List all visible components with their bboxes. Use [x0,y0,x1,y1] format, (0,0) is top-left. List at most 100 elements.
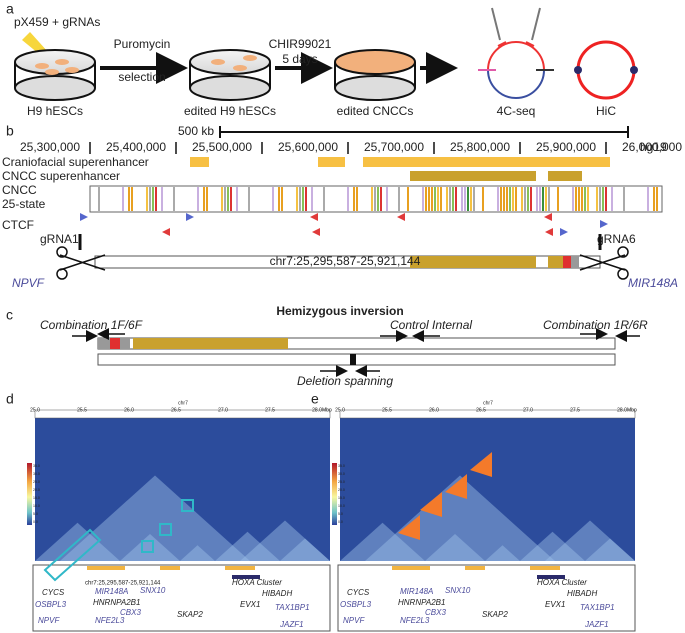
colorbar-tick: 15.0 [338,496,345,500]
state [587,187,589,211]
axis-tick: 27.0 [218,407,228,413]
tad [120,534,180,561]
colorbar-tick: 25.0 [33,480,40,484]
state [440,187,442,211]
region: chr7:25,295,587-25,921,144 [85,581,161,587]
state [482,187,484,211]
gene: MIR148A [95,587,128,596]
gene: SKAP2 [177,610,203,619]
panel-label: b [6,123,14,139]
colorbar [332,463,337,525]
colorbar-tick: 35.0 [33,464,40,468]
tad [585,538,635,561]
tad [280,538,330,561]
axis-frame [339,409,636,419]
hic-icon [574,40,638,100]
state [161,187,163,211]
state [464,187,466,211]
gene: NPVF [343,616,365,625]
tad [60,475,250,561]
deletion-label: Deletion spanning [297,374,393,388]
state [557,187,559,211]
state [527,187,529,211]
state [497,187,499,211]
coord-label: 25,300,000 [20,140,80,154]
state [407,187,409,211]
primer: Combination 1F/6F [40,318,143,332]
gene: SNX10 [140,586,166,595]
gene: MIR148A [628,276,678,290]
coord-label: 25,800,000 [450,140,510,154]
state [446,187,448,211]
axis-tick: 25.5 [77,407,87,413]
gene: SNX10 [445,586,471,595]
state [278,187,280,211]
colorbar-tick: 35.0 [338,464,345,468]
enhancer [87,566,107,570]
enhancer [243,566,255,570]
dish-3 [334,49,416,101]
state [542,187,544,211]
state [272,187,274,211]
assay-label: HiC [596,104,616,118]
state [356,187,358,211]
scissors [56,246,629,280]
state [536,187,538,211]
chromosome [94,255,601,269]
state [431,187,433,211]
state [521,187,523,211]
coord-label: 25,400,000 [106,140,166,154]
gene: OSBPL3 [35,600,67,609]
state [377,187,379,211]
enhancer [105,566,125,570]
state [470,187,472,211]
state [98,187,100,211]
axis-tick: 28.0 [312,407,322,413]
state [146,187,148,211]
enhancer [410,566,430,570]
state [386,187,388,211]
highlight [141,540,154,553]
colorbar-tick: 20.0 [338,488,345,492]
grna-label: gRNA1 [40,232,79,246]
state [206,187,208,211]
state [605,187,607,211]
reagent: pX459 + gRNAs [14,15,100,29]
state [611,187,613,211]
colorbar-tick: 0.0 [338,520,343,524]
track-label: 25-state [2,197,46,211]
deletion-bar [97,353,616,366]
pointer [445,474,467,499]
step: CHIR99021 [269,37,332,51]
state [653,187,655,211]
state [428,187,430,211]
colorbar-tick: 25.0 [338,480,345,484]
tad [365,475,555,561]
gene: HOXA Cluster [537,578,587,587]
gene: CYCS [42,588,65,597]
axis-tick: 25.5 [382,407,392,413]
4c-icon [478,7,554,99]
step: selection [118,70,165,84]
gene: NPVF [12,276,45,290]
gene: SKAP2 [482,610,508,619]
axis-tick: 27.5 [265,407,275,413]
gene: MIR148A [400,587,433,596]
state [656,187,658,211]
state [221,187,223,211]
primer: Combination 1R/6R [543,318,648,332]
step: 5 days [282,52,317,66]
state [572,187,574,211]
state [197,187,199,211]
state [545,187,547,211]
axis-frame [34,409,331,419]
axis-unit: Mbp [627,407,637,413]
state [437,187,439,211]
gene: JAZF1 [584,620,609,629]
enhancer [548,566,560,570]
tad [425,534,485,561]
state [461,187,463,211]
colorbar-tick: 10.0 [33,504,40,508]
track-label: Craniofacial superenhancer [2,155,149,169]
state [323,187,325,211]
